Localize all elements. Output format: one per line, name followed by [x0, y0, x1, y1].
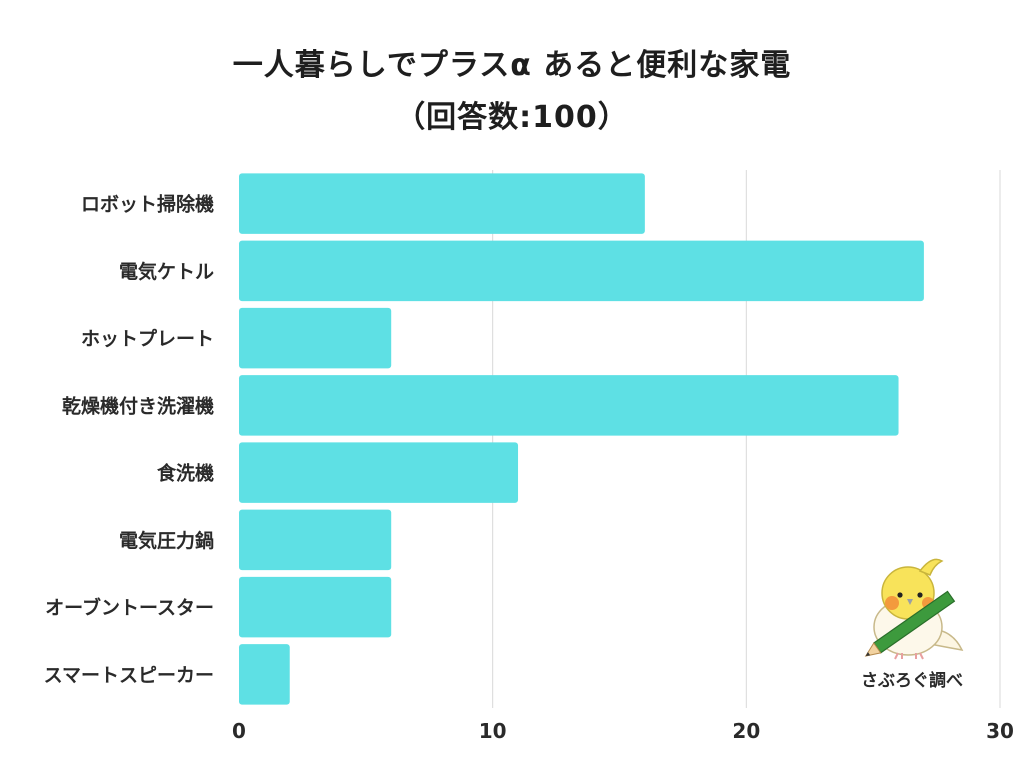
- credit-label: さぶろぐ調べ: [861, 670, 963, 691]
- category-labels: ロボット掃除機電気ケトルホットプレート乾燥機付き洗濯機食洗機電気圧力鍋オーブント…: [44, 193, 214, 687]
- category-label: オーブントースター: [45, 596, 214, 619]
- x-tick-label: 20: [732, 719, 760, 743]
- x-tick-label: 10: [479, 719, 507, 743]
- bar: [239, 240, 924, 302]
- bar: [239, 644, 290, 705]
- bars: [239, 173, 924, 705]
- bar: [239, 576, 392, 638]
- bar: [239, 442, 519, 503]
- bar: [239, 375, 899, 436]
- chart-title: 一人暮らしでプラスα あると便利な家電: [232, 48, 792, 83]
- category-label: ホットプレート: [81, 327, 214, 350]
- category-label: 電気ケトル: [119, 260, 214, 283]
- category-label: 電気圧力鍋: [119, 529, 214, 552]
- bar: [239, 173, 645, 234]
- chart-subtitle: （回答数:100）: [395, 100, 629, 135]
- category-label: 食洗機: [157, 462, 214, 485]
- category-label: 乾燥機付き洗濯機: [62, 394, 214, 417]
- x-axis-ticks: 0 10 20 30: [232, 719, 1014, 743]
- x-tick-label: 0: [232, 719, 246, 743]
- x-tick-label: 30: [986, 719, 1014, 743]
- category-label: ロボット掃除機: [81, 193, 214, 216]
- category-label: スマートスピーカー: [44, 664, 214, 686]
- cockatiel-with-pencil-icon: [864, 558, 964, 660]
- bar: [239, 509, 392, 571]
- bar: [239, 307, 392, 369]
